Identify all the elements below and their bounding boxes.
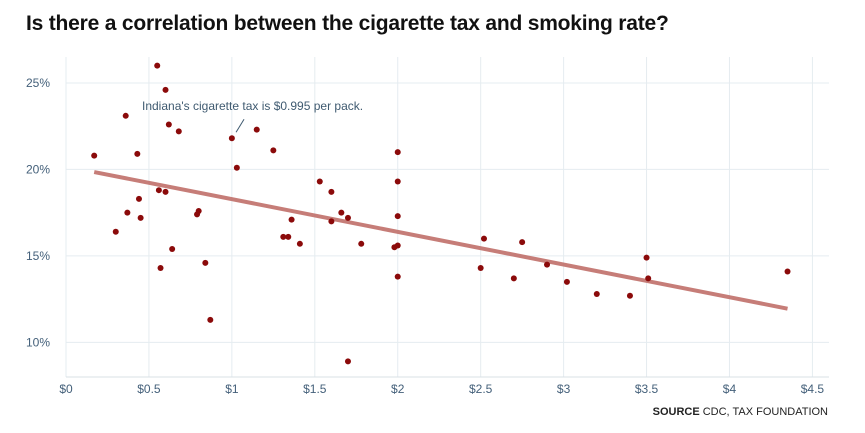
data-point — [643, 254, 650, 261]
data-point — [593, 290, 600, 297]
data-point — [394, 273, 401, 280]
data-point — [288, 216, 295, 223]
data-point — [137, 214, 144, 221]
data-point — [296, 240, 303, 247]
x-tick-label: $3 — [557, 382, 571, 396]
data-point — [626, 292, 633, 299]
data-point — [510, 275, 517, 282]
source-label: SOURCE — [652, 406, 700, 418]
x-tick-label: $4 — [723, 382, 737, 396]
data-point — [394, 213, 401, 220]
data-point — [328, 218, 335, 225]
chart-title: Is there a correlation between the cigar… — [26, 12, 669, 35]
data-point — [544, 261, 551, 268]
data-point — [285, 233, 292, 240]
trend-layer — [93, 170, 788, 311]
data-point — [169, 246, 176, 252]
data-point — [157, 265, 164, 272]
data-point — [344, 358, 351, 365]
data-point — [394, 178, 401, 185]
x-tick-label: $1.5 — [303, 382, 327, 396]
annotation-leader — [235, 119, 245, 133]
data-point — [165, 121, 172, 128]
data-point — [394, 149, 401, 156]
x-tick-label: $4.5 — [801, 382, 825, 396]
data-point — [645, 275, 652, 282]
data-point — [122, 112, 129, 119]
x-tick-label: $0 — [59, 382, 73, 396]
x-tick-label: $0.5 — [137, 382, 161, 396]
data-point — [270, 147, 277, 154]
annotation-layer: Indiana's cigarette tax is $0.995 per pa… — [142, 99, 363, 133]
source-note: SOURCE CDC, TAX FOUNDATION — [653, 406, 828, 418]
y-tick-label: 25% — [26, 76, 50, 90]
data-point — [162, 188, 169, 195]
data-point — [124, 209, 131, 216]
data-point — [328, 188, 335, 195]
data-point — [344, 214, 351, 221]
data-point — [155, 187, 162, 194]
data-points — [91, 62, 791, 365]
data-point — [154, 62, 161, 69]
trend-line — [93, 170, 788, 311]
y-tick-label: 20% — [26, 162, 50, 176]
data-point — [112, 228, 119, 235]
data-point — [480, 235, 487, 242]
x-tick-label: $2.5 — [469, 382, 493, 396]
x-tick-label: $2 — [391, 382, 405, 396]
data-point — [316, 178, 323, 185]
data-point — [280, 233, 287, 240]
source-text: CDC, TAX FOUNDATION — [702, 406, 828, 418]
y-tick-label: 15% — [26, 249, 50, 263]
data-point — [477, 265, 484, 272]
data-point — [338, 209, 345, 216]
data-point — [202, 259, 209, 266]
data-point — [358, 240, 365, 247]
data-point — [207, 316, 214, 323]
data-point — [91, 152, 98, 159]
data-point — [519, 239, 526, 246]
annotation-text: Indiana's cigarette tax is $0.995 per pa… — [142, 99, 363, 113]
data-point — [135, 195, 142, 202]
data-point — [175, 128, 182, 135]
data-point — [134, 150, 141, 157]
axis-ticks: $0 $0.5 $1 $1.5 $2 $2.5 $3 $3.5 $4 $4.5 10% 15% 20% 2… — [26, 76, 824, 396]
data-point — [563, 278, 570, 285]
data-point — [394, 242, 401, 249]
data-point — [233, 164, 240, 171]
data-point — [195, 207, 202, 214]
data-point — [784, 268, 791, 275]
x-tick-label: $3.5 — [635, 382, 659, 396]
data-point — [162, 86, 169, 93]
y-tick-label: 10% — [26, 335, 50, 349]
data-point — [228, 135, 235, 142]
data-point — [253, 126, 260, 133]
x-tick-label: $1 — [225, 382, 239, 396]
